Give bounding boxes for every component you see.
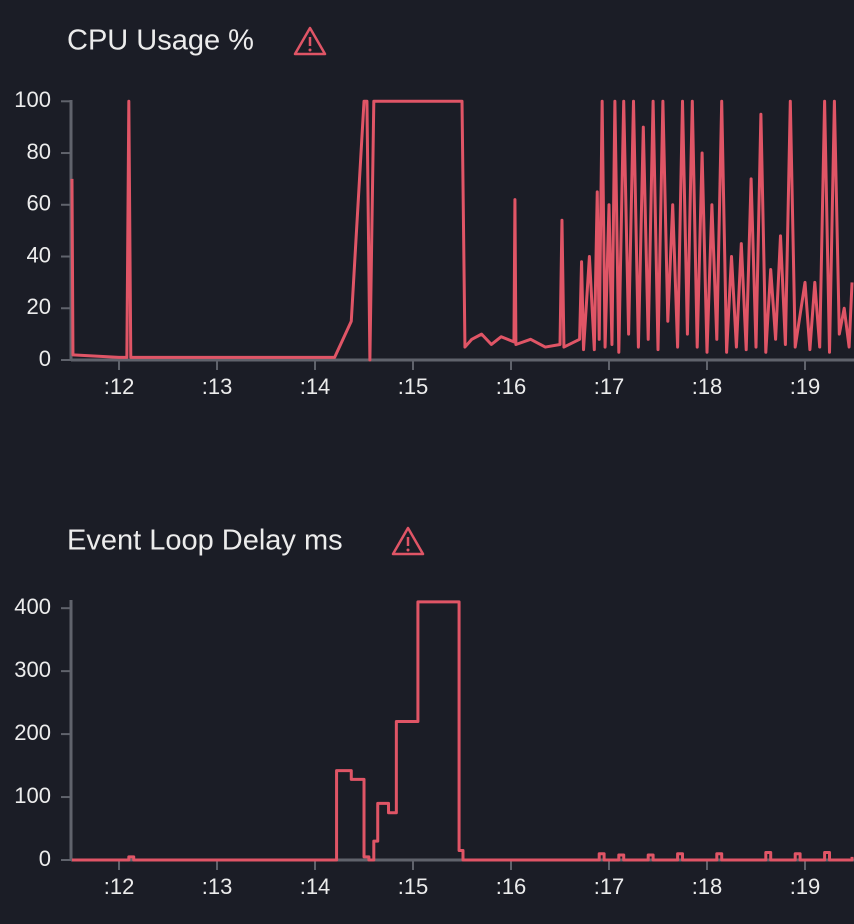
x-tick-label: :18: [692, 374, 723, 399]
x-tick-label: :13: [202, 374, 233, 399]
y-tick-label: 0: [39, 346, 51, 371]
x-tick-label: :12: [104, 874, 135, 899]
x-tick-label: :15: [398, 374, 429, 399]
x-tick-label: :14: [300, 874, 331, 899]
x-tick-label: :12: [104, 374, 135, 399]
series-line: [70, 99, 854, 362]
y-tick-label: 200: [14, 720, 51, 745]
x-tick-label: :16: [496, 874, 527, 899]
y-tick-label: 60: [27, 191, 51, 216]
x-tick-label: :17: [594, 874, 625, 899]
y-tick-label: 80: [27, 139, 51, 164]
chart-title: CPU Usage %: [67, 25, 254, 57]
y-tick-label: 100: [14, 783, 51, 808]
x-tick-label: :14: [300, 374, 331, 399]
series-line: [71, 600, 854, 862]
warning-icon: [293, 26, 327, 56]
x-tick-label: :18: [692, 874, 723, 899]
y-tick-label: 0: [39, 846, 51, 871]
x-tick-label: :19: [790, 374, 821, 399]
warning-icon: [391, 526, 425, 556]
y-tick-label: 20: [27, 294, 51, 319]
x-tick-label: :16: [496, 374, 527, 399]
y-tick-label: 400: [14, 594, 51, 619]
y-tick-label: 300: [14, 657, 51, 682]
x-tick-label: :17: [594, 374, 625, 399]
y-tick-label: 40: [27, 242, 51, 267]
chart-title: Event Loop Delay ms: [67, 525, 343, 557]
x-tick-label: :19: [790, 874, 821, 899]
x-tick-label: :13: [202, 874, 233, 899]
x-tick-label: :15: [398, 874, 429, 899]
y-tick-label: 100: [14, 87, 51, 112]
